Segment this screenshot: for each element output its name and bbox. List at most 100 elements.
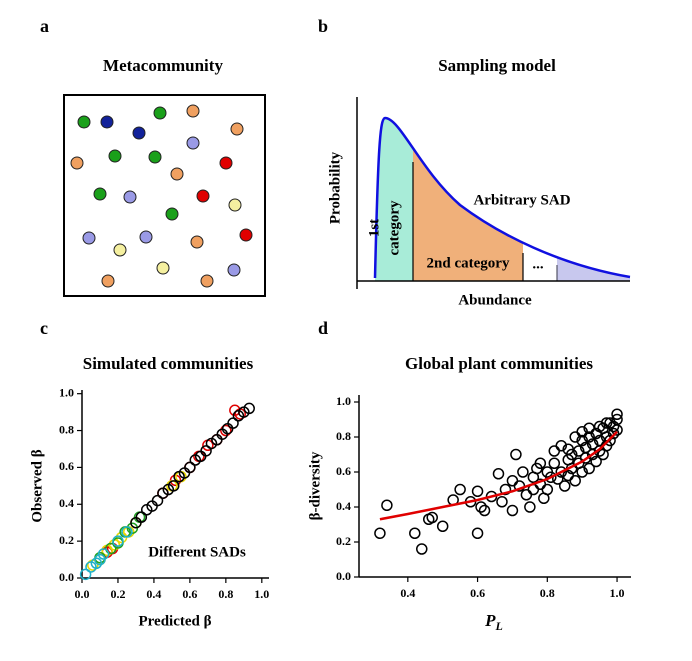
category-label: 2nd category	[427, 255, 510, 271]
point	[381, 499, 393, 511]
panel-label: a	[40, 16, 49, 36]
panel-title: Global plant communities	[405, 354, 593, 373]
point	[167, 480, 180, 492]
panel-label: b	[318, 16, 328, 36]
point	[499, 483, 512, 496]
y-tick-label: 0.0	[59, 570, 74, 584]
y-tick-label: 0.2	[59, 533, 74, 547]
point	[545, 471, 557, 483]
x-tick-label: 0.8	[218, 587, 233, 601]
panel-title: Metacommunity	[103, 56, 223, 75]
point	[583, 422, 595, 434]
point	[555, 466, 568, 478]
point	[569, 475, 581, 487]
y-tick-label: 1.0	[336, 394, 351, 408]
point	[541, 483, 554, 496]
panel-label: d	[318, 318, 328, 338]
x-tick-label: 0.4	[146, 587, 161, 601]
category-label: category	[386, 200, 402, 255]
point	[471, 527, 484, 539]
point	[583, 462, 595, 475]
point	[607, 420, 620, 433]
point	[586, 438, 599, 450]
x-tick-label: 0.2	[110, 587, 125, 601]
panel-title: Simulated communities	[83, 354, 254, 373]
point	[492, 468, 505, 480]
point	[548, 457, 561, 469]
panel-title: Sampling model	[438, 56, 556, 75]
point	[506, 504, 519, 517]
point	[548, 445, 561, 457]
point	[475, 501, 487, 513]
point	[562, 443, 574, 455]
y-axis-label: Probability	[327, 151, 343, 224]
species-dots	[70, 104, 253, 288]
point	[105, 542, 117, 555]
point	[227, 417, 239, 429]
point	[506, 475, 519, 487]
x-tick-label: 1.0	[610, 586, 625, 600]
point	[576, 466, 588, 478]
point	[436, 520, 449, 532]
point	[135, 511, 148, 523]
x-tick-label: 0.8	[540, 586, 555, 600]
metacommunity-box	[63, 94, 266, 297]
point	[520, 489, 533, 501]
point	[510, 448, 522, 461]
point	[517, 466, 529, 478]
y-tick-label: 0.6	[336, 464, 351, 478]
point	[200, 445, 212, 457]
point	[454, 483, 466, 496]
point	[611, 408, 623, 420]
x-tick-label: 0.6	[470, 586, 485, 600]
point	[524, 501, 536, 513]
x-axis-label: PL	[484, 611, 503, 633]
point	[600, 417, 613, 429]
sad-curve	[373, 116, 631, 279]
x-tick-label: 0.0	[75, 587, 90, 601]
y-tick-label: 0.0	[336, 569, 351, 583]
point	[471, 485, 484, 497]
y-tick-label: 0.2	[336, 534, 351, 548]
y-tick-label: 0.4	[59, 496, 74, 510]
panel-label: c	[40, 318, 48, 338]
fit-line	[379, 430, 618, 521]
category-label: 1st	[366, 219, 382, 237]
point	[527, 471, 540, 483]
point	[426, 511, 438, 524]
point	[151, 494, 164, 507]
point	[611, 413, 623, 426]
y-axis-label: Observed β	[29, 449, 45, 522]
category-1-area	[375, 118, 413, 281]
y-tick-label: 0.8	[59, 422, 74, 436]
point	[478, 504, 491, 517]
point	[79, 568, 92, 581]
point	[496, 496, 508, 508]
point	[576, 426, 588, 438]
point	[90, 557, 103, 570]
curve-label: Arbitrary SAD	[473, 192, 570, 208]
point	[590, 455, 602, 468]
x-axis-label: Predicted β	[138, 613, 211, 629]
point	[374, 527, 386, 539]
point	[243, 402, 255, 415]
x-axis-label: Abundance	[458, 292, 532, 308]
point	[604, 434, 616, 447]
x-tick-label: 1.0	[254, 587, 269, 601]
point	[558, 480, 571, 492]
point	[97, 548, 110, 560]
point	[576, 434, 588, 447]
point	[604, 417, 616, 429]
x-axis-label-main: P	[484, 611, 496, 630]
point	[220, 424, 232, 437]
y-axis-label: β-diversity	[307, 451, 323, 520]
point	[579, 441, 592, 454]
y-tick-label: 1.0	[59, 385, 74, 399]
x-axis-label-sub: L	[495, 619, 503, 633]
point	[121, 526, 133, 538]
annotation: Different SADs	[148, 544, 246, 560]
y-tick-label: 0.4	[336, 499, 351, 513]
point	[416, 543, 428, 555]
